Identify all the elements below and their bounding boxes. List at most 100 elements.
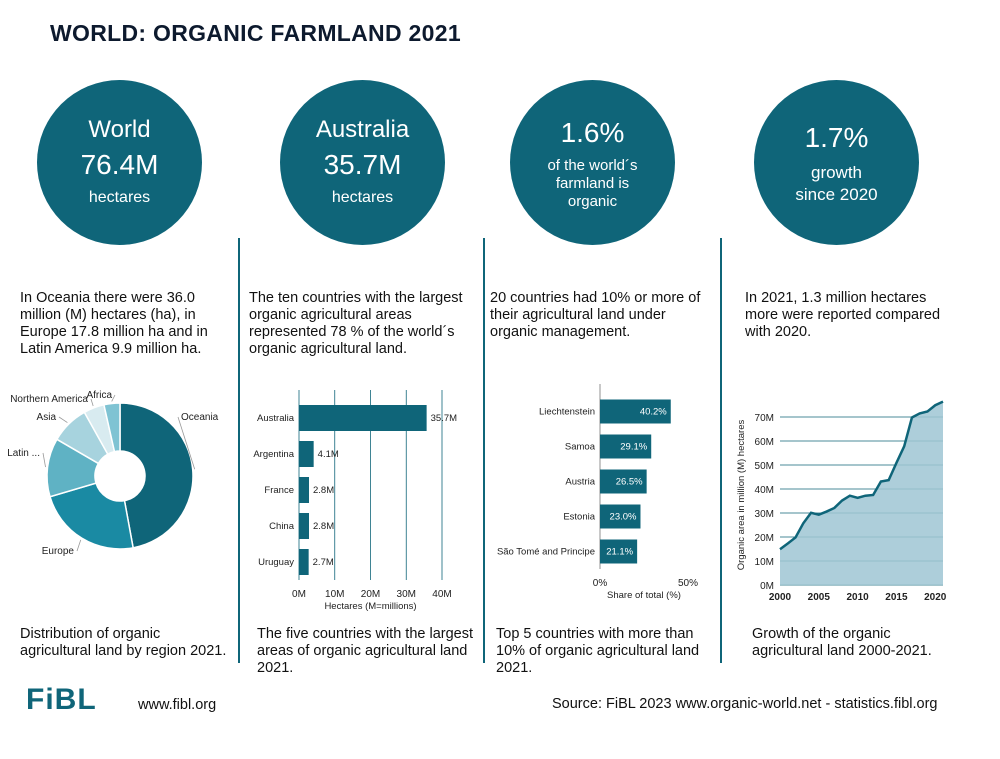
donut-label: Latin ... bbox=[7, 448, 40, 459]
data-label: 21.1% bbox=[606, 547, 633, 558]
growth-paragraph: In 2021, 1.3 million hectares more were … bbox=[745, 290, 941, 340]
donut-label: Northern America bbox=[10, 394, 88, 405]
circle-value: 1.7% bbox=[804, 121, 869, 153]
y-tick-label: 40M bbox=[755, 485, 774, 496]
circle-unit: hectares bbox=[88, 188, 151, 206]
data-label: 35.7M bbox=[431, 413, 457, 424]
x-tick-label: 0M bbox=[292, 589, 306, 600]
circle-text-3: organic bbox=[567, 192, 618, 210]
donut-leader-line bbox=[90, 398, 94, 407]
category-label: Samoa bbox=[565, 442, 596, 453]
region-donut-chart: Oceania Europe Latin ... Asia Northern Ameri… bbox=[7, 390, 219, 557]
x-tick-label: 2005 bbox=[808, 592, 831, 603]
category-label: Argentina bbox=[253, 449, 294, 460]
circle-value: 76.4M bbox=[80, 148, 159, 180]
category-label: China bbox=[269, 521, 295, 532]
data-label: 2.8M bbox=[313, 521, 334, 532]
growth-caption: Growth of the organic agricultural land … bbox=[752, 626, 932, 659]
category-label: Uruguay bbox=[258, 557, 294, 568]
data-label: 40.2% bbox=[640, 407, 667, 418]
data-label: 2.7M bbox=[313, 557, 334, 568]
circle-value: 35.7M bbox=[323, 148, 402, 180]
country-bar-chart: Australia 35.7M Argentina 4.1M France 2.8M Chi… bbox=[253, 390, 457, 612]
country-caption: The five countries with the largest area… bbox=[257, 626, 473, 676]
donut-label: Oceania bbox=[181, 412, 219, 423]
circle-label: World bbox=[88, 115, 151, 143]
circle-unit: hectares bbox=[331, 188, 394, 206]
world-circle: World 76.4M hectares bbox=[37, 80, 202, 245]
source-note: Source: FiBL 2023 www.organic-world.net … bbox=[552, 696, 938, 712]
circle-text-2: farmland is bbox=[555, 174, 630, 192]
top-ten-paragraph: The ten countries with the largest organ… bbox=[249, 290, 463, 357]
share-paragraph: 20 countries had 10% or more of their ag… bbox=[490, 290, 701, 340]
circle-value: 1.6% bbox=[560, 116, 625, 148]
y-tick-label: 30M bbox=[755, 509, 774, 520]
bar-australia bbox=[299, 405, 427, 431]
x-tick-label: 2010 bbox=[846, 592, 869, 603]
x-tick-label: 20M bbox=[361, 589, 380, 600]
share-bar-chart: Liechtenstein 40.2% Samoa 29.1% Austria 26.5%… bbox=[497, 384, 698, 601]
donut-label: Africa bbox=[86, 390, 112, 401]
category-label: Austria bbox=[565, 477, 595, 488]
oceania-paragraph: In Oceania there were 36.0 million (M) h… bbox=[20, 290, 208, 357]
fibl-logo: FiBL bbox=[26, 683, 97, 716]
x-tick-label: 0% bbox=[593, 578, 608, 589]
donut-label: Europe bbox=[42, 546, 75, 557]
donut-leader-line bbox=[177, 416, 196, 470]
y-tick-label: 10M bbox=[755, 557, 774, 568]
bar-argentina bbox=[299, 441, 314, 467]
bar-samoa bbox=[600, 434, 652, 459]
website-link[interactable]: www.fibl.org bbox=[138, 697, 217, 713]
y-tick-label: 0M bbox=[760, 581, 774, 592]
x-tick-label: 2015 bbox=[885, 592, 908, 603]
donut-slice-oceania bbox=[119, 402, 194, 549]
y-tick-label: 20M bbox=[755, 533, 774, 544]
bar-china bbox=[299, 513, 310, 539]
data-label: 23.0% bbox=[610, 512, 637, 523]
category-label: Australia bbox=[257, 413, 295, 424]
circle-text-1: growth bbox=[810, 162, 863, 182]
area-fill bbox=[780, 401, 943, 585]
data-label: 4.1M bbox=[318, 449, 339, 460]
bar-austria bbox=[600, 469, 647, 494]
x-tick-label: 2020 bbox=[924, 592, 947, 603]
donut-slice-europe bbox=[49, 482, 135, 550]
y-tick-label: 50M bbox=[755, 461, 774, 472]
category-label: France bbox=[264, 485, 294, 496]
data-label: 2.8M bbox=[313, 485, 334, 496]
column-divider bbox=[720, 238, 722, 663]
donut-leader-line bbox=[111, 394, 116, 402]
y-tick-label: 70M bbox=[755, 413, 774, 424]
bar-france bbox=[299, 477, 310, 503]
bar-estonia bbox=[600, 504, 641, 529]
donut-slice-africa bbox=[103, 402, 121, 453]
circle-label: Australia bbox=[315, 115, 410, 143]
bar-s-o-tom-and-principe bbox=[600, 539, 638, 564]
bar-uruguay bbox=[299, 549, 309, 575]
x-tick-label: 2000 bbox=[769, 592, 792, 603]
bar-liechtenstein bbox=[600, 399, 671, 424]
y-tick-label: 60M bbox=[755, 437, 774, 448]
data-label: 26.5% bbox=[616, 477, 643, 488]
australia-circle: Australia 35.7M hectares bbox=[280, 80, 445, 245]
donut-leader-line bbox=[42, 452, 46, 468]
x-axis-title: Hectares (M=millions) bbox=[324, 601, 416, 612]
donut-leader-line bbox=[58, 416, 68, 423]
category-label: São Tomé and Principe bbox=[497, 547, 595, 558]
x-tick-label: 40M bbox=[432, 589, 451, 600]
category-label: Liechtenstein bbox=[539, 407, 595, 418]
circle-text-2: since 2020 bbox=[795, 184, 878, 204]
share-caption: Top 5 countries with more than 10% of or… bbox=[496, 626, 700, 676]
category-label: Estonia bbox=[563, 512, 595, 523]
area-line bbox=[779, 400, 944, 551]
growth-area-chart: 0M 10M 20M 30M 40M 50M 60M 70M 2000 2005 2010 2015 2… bbox=[736, 400, 947, 603]
page-title: WORLD: ORGANIC FARMLAND 2021 bbox=[50, 20, 461, 46]
data-label: 29.1% bbox=[620, 442, 647, 453]
share-circle: 1.6% of the world´s farmland is organic bbox=[510, 80, 675, 245]
x-tick-label: 30M bbox=[397, 589, 416, 600]
x-tick-label: 10M bbox=[325, 589, 344, 600]
circle-text-1: of the world´s bbox=[547, 156, 638, 174]
x-tick-label: 50% bbox=[678, 578, 698, 589]
donut-caption: Distribution of organic agricultural lan… bbox=[20, 626, 227, 659]
donut-label: Asia bbox=[37, 412, 57, 423]
